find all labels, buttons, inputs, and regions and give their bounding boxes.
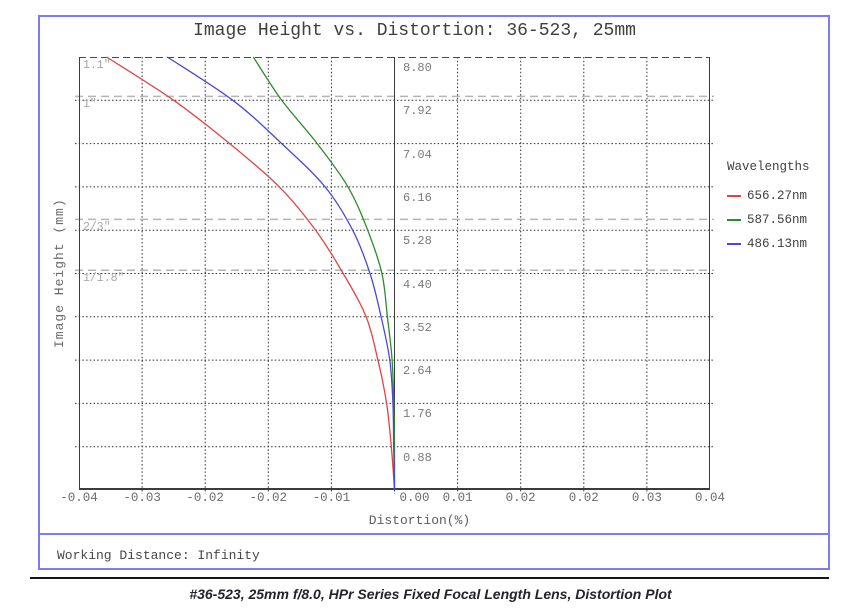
- legend: Wavelengths 656.27nm 587.56nm 486.13nm: [727, 160, 837, 256]
- x-tick-label: -0.02: [186, 491, 224, 505]
- sensor-format-label: 1": [83, 98, 97, 112]
- legend-item-label: 656.27nm: [747, 189, 808, 203]
- figure-border: [38, 15, 830, 570]
- legend-item: 587.56nm: [727, 208, 837, 232]
- y-tick-label: 4.40: [403, 277, 432, 292]
- distortion-plot-canvas: [75, 56, 714, 494]
- x-tick-label: -0.02: [249, 491, 288, 505]
- x-tick-label: 0.03: [631, 491, 662, 505]
- caption-rule: [30, 577, 829, 579]
- x-tick-label: -0.04: [60, 491, 98, 505]
- y-tick-label: 3.52: [403, 320, 432, 335]
- y-tick-label: 1.76: [403, 407, 432, 422]
- working-distance-label: Working Distance: Infinity: [57, 548, 260, 563]
- y-tick-label: 5.28: [403, 234, 432, 249]
- y-tick-label: 2.64: [403, 364, 432, 379]
- x-tick-label: 0.02: [568, 491, 599, 505]
- x-tick-label: -0.03: [123, 491, 161, 505]
- plot-area: 1.1" 1" 2/3" 1/1.8" 8.80 7.92 7.04 6.16 5.28 4.4…: [75, 56, 714, 494]
- legend-swatch-icon: [727, 243, 741, 245]
- curve-587-56nm: [252, 56, 396, 491]
- x-axis-tick-labels: -0.04 -0.03 -0.02 -0.02 -0.01 0.00 0.01 0.02 0.0…: [60, 491, 725, 507]
- legend-items: 656.27nm 587.56nm 486.13nm: [727, 184, 837, 256]
- legend-item-label: 587.56nm: [747, 213, 808, 227]
- y-axis-title: Image Height (mm): [52, 198, 67, 349]
- y-tick-label: 7.04: [403, 147, 432, 162]
- figure-caption: #36-523, 25mm f/8.0, HPr Series Fixed Fo…: [189, 586, 672, 602]
- chart-title: Image Height vs. Distortion: 36-523, 25m…: [193, 21, 636, 41]
- sensor-format-label: 1.1": [83, 59, 111, 72]
- legend-swatch-icon: [727, 219, 741, 221]
- x-tick-label: 0.00: [399, 491, 430, 505]
- x-tick-label: 0.02: [505, 491, 536, 505]
- sensor-format-label: 2/3": [83, 221, 111, 235]
- x-axis-title: Distortion(%): [368, 513, 471, 528]
- legend-item: 486.13nm: [727, 232, 837, 256]
- legend-item: 656.27nm: [727, 184, 837, 208]
- legend-title: Wavelengths: [727, 160, 810, 174]
- x-tick-label: 0.04: [694, 491, 726, 505]
- y-tick-label: 8.80: [403, 61, 432, 75]
- legend-item-label: 486.13nm: [747, 237, 808, 251]
- sensor-format-label: 1/1.8": [83, 272, 125, 286]
- curve-486-13nm: [166, 56, 396, 491]
- x-tick-label: -0.01: [312, 491, 351, 505]
- y-tick-label: 6.16: [403, 190, 432, 205]
- y-tick-label: 0.88: [403, 450, 432, 465]
- footer-divider: [40, 533, 828, 535]
- curve-656-27nm: [106, 56, 396, 491]
- y-tick-label: 7.92: [403, 104, 432, 119]
- x-tick-label: 0.01: [442, 491, 473, 505]
- legend-swatch-icon: [727, 195, 741, 197]
